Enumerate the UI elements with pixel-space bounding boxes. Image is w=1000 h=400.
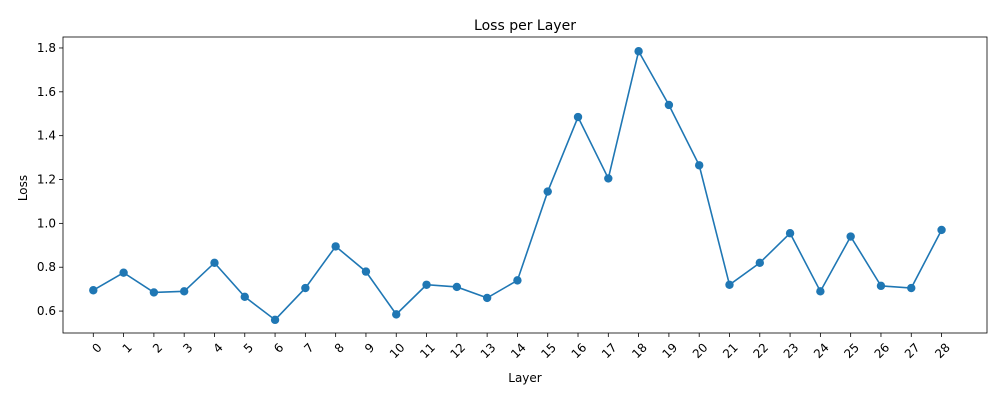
x-tick-label: 9	[362, 340, 377, 355]
data-point	[361, 267, 371, 276]
data-point	[89, 286, 98, 295]
y-tick-label: 1.6	[37, 85, 56, 99]
y-axis-title: Loss	[16, 175, 30, 201]
data-point	[755, 258, 764, 268]
data-point	[301, 283, 310, 293]
x-tick-label: 13	[478, 340, 499, 361]
data-point	[604, 174, 613, 183]
data-point	[392, 310, 401, 319]
plot-frame	[62, 36, 988, 334]
data-point	[846, 232, 855, 241]
data-point	[210, 258, 219, 268]
y-tick-label: 0.6	[37, 304, 56, 318]
x-tick-label: 18	[629, 340, 650, 361]
y-tick-label: 1.2	[37, 173, 56, 187]
y-tick-label: 1.8	[37, 41, 56, 55]
x-tick-label: 28	[932, 340, 953, 361]
data-point	[816, 287, 825, 296]
x-tick-label: 14	[508, 340, 529, 361]
x-tick-label: 0	[89, 340, 104, 355]
data-point	[482, 293, 492, 303]
data-point	[785, 229, 795, 238]
data-point	[876, 281, 886, 291]
x-tick-label: 20	[690, 340, 711, 361]
data-point	[452, 282, 462, 292]
chart-title: Loss per Layer	[474, 18, 576, 34]
plot-area: 0.60.81.01.21.41.61.80 1 2 3 4 5 6 7 8 9 10 11 12 13 1…	[37, 36, 988, 361]
data-point	[179, 287, 189, 296]
data-point	[573, 112, 583, 122]
x-tick-label: 12	[447, 340, 468, 361]
x-tick-label: 15	[538, 340, 559, 361]
data-point	[149, 288, 159, 297]
data-point	[634, 47, 643, 56]
x-tick-label: 4	[211, 340, 226, 355]
data-point	[543, 187, 552, 196]
data-point	[240, 292, 249, 302]
x-tick-label: 5	[241, 340, 256, 355]
y-tick-label: 1.0	[37, 216, 56, 230]
x-tick-label: 23	[781, 340, 802, 361]
x-tick-label: 21	[720, 340, 741, 361]
x-tick-label: 10	[387, 340, 408, 361]
x-axis-title: Layer	[508, 371, 542, 385]
x-tick-label: 27	[902, 340, 923, 361]
x-tick-label: 22	[750, 340, 771, 361]
data-point	[513, 276, 522, 285]
x-tick-label: 26	[872, 340, 893, 361]
x-tick-label: 1	[120, 340, 135, 355]
data-point	[270, 315, 280, 325]
data-point	[725, 280, 734, 289]
data-point	[119, 268, 128, 277]
data-point	[331, 242, 340, 251]
x-tick-label: 7	[301, 340, 316, 355]
data-point	[907, 283, 916, 293]
x-tick-label: 3	[180, 340, 195, 355]
x-tick-label: 25	[841, 340, 862, 361]
x-tick-label: 17	[599, 340, 620, 361]
data-point	[694, 161, 704, 170]
x-tick-label: 8	[332, 340, 347, 355]
x-tick-label: 19	[660, 340, 681, 361]
x-tick-label: 24	[811, 340, 832, 361]
data-point	[422, 280, 431, 289]
y-tick-label: 1.4	[37, 129, 56, 143]
data-point	[664, 100, 674, 110]
x-tick-label: 2	[150, 340, 165, 355]
x-tick-label: 11	[417, 340, 438, 361]
x-tick-label: 16	[569, 340, 590, 361]
x-tick-label: 6	[271, 340, 286, 355]
y-tick-label: 0.8	[37, 260, 56, 274]
data-point	[937, 225, 946, 235]
